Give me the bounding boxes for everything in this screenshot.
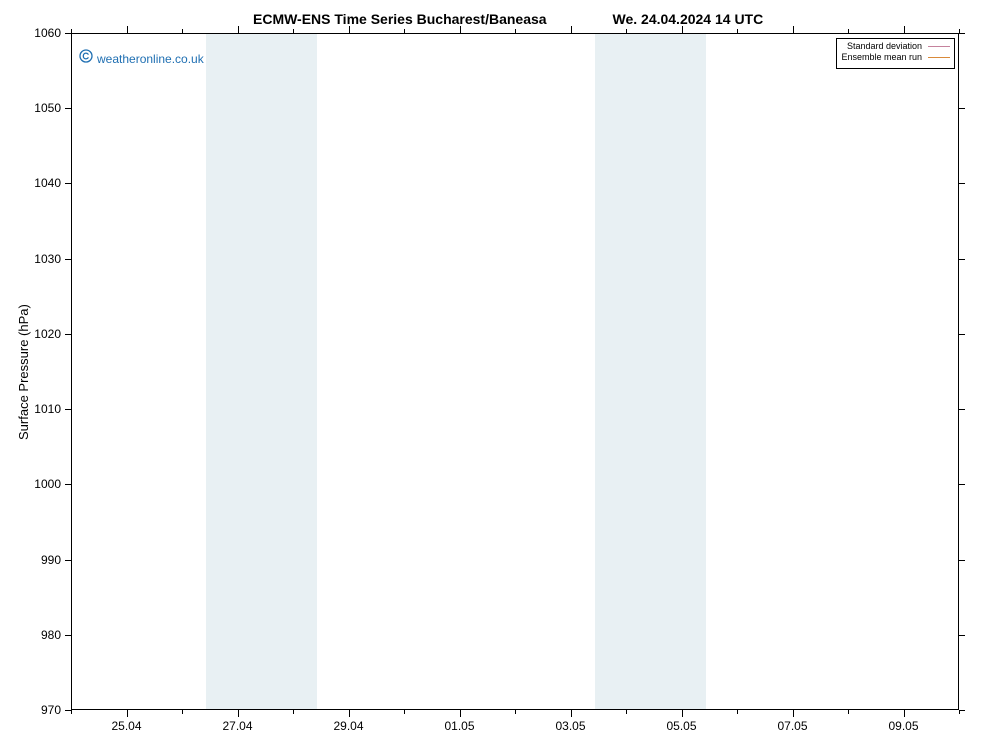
x-tick-minor xyxy=(71,29,72,33)
y-tick xyxy=(959,108,965,109)
x-tick-major xyxy=(127,710,128,717)
x-tick-minor xyxy=(182,29,183,33)
legend-label: Ensemble mean run xyxy=(841,52,922,63)
x-tick-minor xyxy=(182,710,183,714)
y-tick xyxy=(65,33,71,34)
x-tick-major xyxy=(349,710,350,717)
x-tick-label: 09.05 xyxy=(888,719,918,733)
x-tick-minor xyxy=(848,710,849,714)
x-tick-major xyxy=(571,710,572,717)
x-tick-minor xyxy=(848,29,849,33)
x-tick-major xyxy=(793,26,794,33)
x-tick-minor xyxy=(959,710,960,714)
x-tick-minor xyxy=(959,29,960,33)
y-tick-label: 990 xyxy=(41,553,61,567)
legend-item: Ensemble mean run xyxy=(841,52,950,63)
y-tick xyxy=(959,259,965,260)
legend: Standard deviationEnsemble mean run xyxy=(836,38,955,69)
y-tick xyxy=(65,334,71,335)
y-tick xyxy=(65,259,71,260)
y-tick xyxy=(959,334,965,335)
credit-text: weatheronline.co.uk xyxy=(97,52,204,66)
x-tick-minor xyxy=(515,710,516,714)
legend-label: Standard deviation xyxy=(847,41,922,52)
x-tick-minor xyxy=(293,29,294,33)
y-tick xyxy=(65,560,71,561)
y-tick-label: 1000 xyxy=(34,477,61,491)
x-tick-major xyxy=(127,26,128,33)
x-tick-minor xyxy=(626,29,627,33)
x-tick-major xyxy=(460,26,461,33)
x-tick-minor xyxy=(293,710,294,714)
x-tick-minor xyxy=(626,710,627,714)
y-tick xyxy=(65,183,71,184)
x-tick-label: 29.04 xyxy=(333,719,363,733)
y-tick xyxy=(959,183,965,184)
copyright-icon xyxy=(79,49,93,68)
y-tick xyxy=(959,635,965,636)
x-tick-major xyxy=(571,26,572,33)
x-tick-label: 05.05 xyxy=(666,719,696,733)
x-tick-minor xyxy=(404,29,405,33)
x-tick-minor xyxy=(737,29,738,33)
x-tick-label: 01.05 xyxy=(444,719,474,733)
x-tick-label: 27.04 xyxy=(222,719,252,733)
x-tick-minor xyxy=(71,710,72,714)
chart-title-right: We. 24.04.2024 14 UTC xyxy=(613,11,764,27)
x-tick-major xyxy=(238,26,239,33)
legend-swatch xyxy=(928,46,950,47)
y-tick-label: 970 xyxy=(41,703,61,717)
y-tick xyxy=(65,484,71,485)
x-tick-label: 07.05 xyxy=(777,719,807,733)
y-tick xyxy=(959,33,965,34)
x-tick-major xyxy=(238,710,239,717)
y-tick xyxy=(65,409,71,410)
credit: weatheronline.co.uk xyxy=(79,49,204,68)
weekend-band xyxy=(206,34,317,709)
y-tick xyxy=(65,635,71,636)
x-tick-major xyxy=(904,710,905,717)
y-tick-label: 1060 xyxy=(34,26,61,40)
x-tick-major xyxy=(682,26,683,33)
x-tick-major xyxy=(460,710,461,717)
weekend-band xyxy=(595,34,706,709)
plot-area xyxy=(71,33,959,710)
x-tick-minor xyxy=(404,710,405,714)
y-tick-label: 980 xyxy=(41,628,61,642)
y-tick-label: 1020 xyxy=(34,327,61,341)
legend-swatch xyxy=(928,57,950,58)
chart-root: ECMW-ENS Time Series Bucharest/Baneasa W… xyxy=(0,0,1000,733)
y-tick xyxy=(65,108,71,109)
chart-title-left: ECMW-ENS Time Series Bucharest/Baneasa xyxy=(253,11,547,27)
x-tick-major xyxy=(349,26,350,33)
y-tick-label: 1050 xyxy=(34,101,61,115)
y-axis-title: Surface Pressure (hPa) xyxy=(16,304,31,440)
x-tick-label: 03.05 xyxy=(555,719,585,733)
x-tick-label: 25.04 xyxy=(111,719,141,733)
x-tick-major xyxy=(682,710,683,717)
y-tick xyxy=(959,409,965,410)
y-tick-label: 1030 xyxy=(34,252,61,266)
legend-item: Standard deviation xyxy=(841,41,950,52)
x-tick-minor xyxy=(515,29,516,33)
y-tick-label: 1010 xyxy=(34,402,61,416)
x-tick-major xyxy=(904,26,905,33)
y-tick-label: 1040 xyxy=(34,176,61,190)
x-tick-major xyxy=(793,710,794,717)
x-tick-minor xyxy=(737,710,738,714)
y-tick xyxy=(959,484,965,485)
y-tick xyxy=(959,560,965,561)
